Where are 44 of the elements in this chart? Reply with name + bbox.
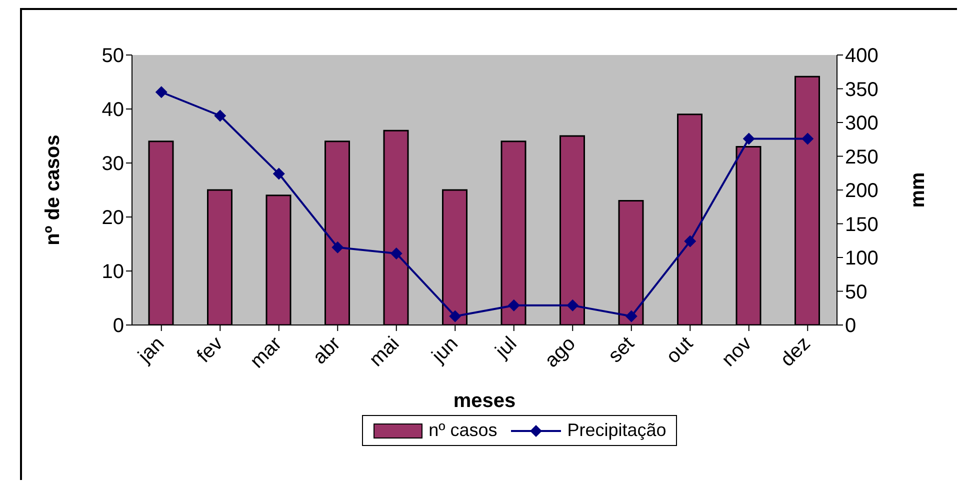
y2-tick-label: 300: [845, 112, 878, 135]
point: [390, 247, 402, 260]
point: [155, 86, 168, 98]
point: [684, 235, 696, 248]
y2-tick-label: 400: [845, 45, 878, 68]
x-tick-label: nov: [718, 332, 756, 372]
x-tick-label: jul: [490, 332, 522, 364]
y2-tick-label: 350: [845, 78, 878, 101]
point: [272, 168, 285, 180]
x-tick-label: jun: [427, 332, 462, 368]
x-tick-label: out: [662, 332, 698, 368]
y2-tick-label: 200: [845, 180, 878, 202]
point: [625, 310, 638, 322]
y2-tick-label: 50: [845, 281, 868, 304]
legend-label: nº casos: [428, 420, 498, 441]
x-tick-label: fev: [192, 332, 228, 368]
x-tick-label: dez: [776, 332, 815, 372]
x-tick-label: jan: [134, 332, 169, 368]
y2-tick-label: 0: [845, 315, 856, 338]
y2-tick-label: 250: [845, 146, 878, 168]
y-tick-label: 40: [102, 99, 124, 122]
x-tick-label: mar: [246, 332, 286, 373]
point: [566, 299, 579, 312]
point: [214, 110, 226, 122]
point: [449, 310, 462, 322]
y-tick-label: 20: [102, 207, 124, 230]
y2-tick-label: 150: [845, 214, 878, 236]
y-tick-label: 10: [102, 261, 124, 284]
legend-label: Precipitação: [567, 420, 666, 441]
y2-axis-title: mm: [907, 172, 930, 208]
point: [742, 132, 755, 145]
x-tick-label: set: [604, 332, 639, 368]
x-tick-label: abr: [308, 332, 346, 369]
x-axis-title: meses: [453, 390, 516, 412]
point: [802, 132, 814, 145]
y-tick-label: 30: [102, 153, 124, 176]
y-tick-label: 0: [112, 315, 124, 338]
point: [508, 299, 520, 312]
y-axis-title: nº de casos: [42, 134, 64, 246]
y2-tick-label: 100: [845, 248, 878, 270]
y-tick-label: 50: [102, 45, 124, 68]
point: [332, 241, 344, 254]
x-tick-label: ago: [540, 332, 580, 372]
x-tick-label: mai: [365, 332, 404, 372]
